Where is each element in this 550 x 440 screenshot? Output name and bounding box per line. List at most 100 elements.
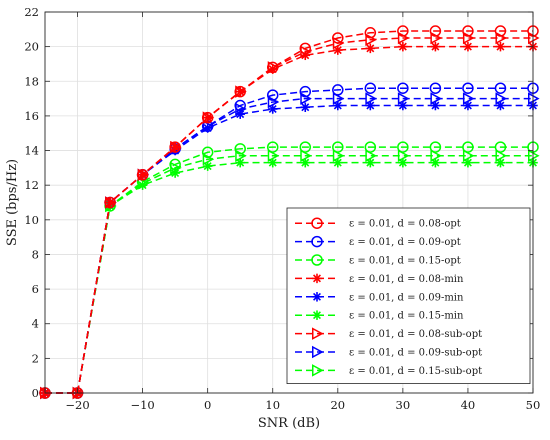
legend-marker: [312, 310, 322, 320]
data-point-marker: [332, 141, 344, 153]
data-point-marker: [300, 92, 312, 105]
data-point-marker: [235, 157, 245, 168]
data-point-marker: [332, 36, 345, 50]
legend-marker: [311, 217, 323, 229]
data-point-marker: [267, 157, 278, 168]
data-point-marker: [105, 196, 117, 209]
data-point-marker: [300, 157, 311, 168]
data-point-marker: [266, 141, 279, 153]
legend-entry: ε = 0.01, d = 0.15-min: [295, 310, 464, 322]
y-tick-label: 6: [32, 282, 39, 296]
legend-marker: [311, 235, 323, 248]
data-point-marker: [462, 149, 475, 162]
legend-entry: ε = 0.01, d = 0.08-sub-opt: [295, 327, 482, 340]
legend-marker: [312, 327, 324, 340]
data-point-marker: [462, 141, 474, 153]
data-point-marker: [333, 157, 343, 168]
data-point-marker: [137, 177, 150, 190]
data-point-marker: [170, 161, 182, 175]
data-point-marker: [332, 84, 344, 96]
data-point-marker: [202, 161, 213, 171]
data-point-marker: [365, 43, 376, 54]
legend-entry: ε = 0.01, d = 0.08-opt: [295, 217, 461, 230]
y-tick-label: 22: [24, 5, 39, 19]
data-point-marker: [495, 157, 506, 168]
data-point-marker: [429, 82, 442, 94]
x-tick-label: 30: [396, 398, 411, 412]
y-tick-label: 4: [32, 317, 39, 331]
data-point-marker: [333, 45, 343, 55]
data-point-marker: [235, 102, 247, 116]
data-point-marker: [463, 100, 473, 111]
x-tick-label: 50: [526, 398, 541, 412]
data-point-marker: [430, 100, 441, 111]
data-point-marker: [364, 141, 377, 153]
data-point-marker: [137, 168, 150, 182]
data-point-marker: [495, 41, 506, 52]
data-point-marker: [300, 149, 312, 162]
x-tick-label: 40: [461, 398, 476, 412]
legend-label: ε = 0.01, d = 0.09-min: [349, 292, 464, 303]
x-tick-label: −20: [65, 398, 89, 412]
legend-label: ε = 0.01, d = 0.08-min: [349, 274, 464, 285]
data-point-marker: [300, 102, 311, 112]
y-tick-label: 14: [24, 144, 39, 158]
legend-entry: ε = 0.01, d = 0.09-opt: [295, 235, 461, 248]
data-point-marker: [235, 85, 247, 98]
data-point-marker: [267, 95, 280, 109]
data-point-marker: [494, 141, 507, 153]
data-point-marker: [397, 141, 409, 153]
legend-label: ε = 0.01, d = 0.08-sub-opt: [349, 329, 482, 340]
data-point-marker: [495, 92, 508, 105]
data-point-marker: [397, 31, 410, 45]
axis-ticks: −20 −10 0 10 20 30 40 50 0 2 4 6 8 10 12 14 16 18 20 22: [24, 5, 540, 412]
legend-marker: [311, 254, 323, 266]
data-point-marker: [333, 100, 343, 111]
y-tick-label: 12: [24, 178, 39, 192]
data-point-marker: [462, 92, 475, 105]
plot-frame: [44, 11, 534, 394]
y-axis-title: SSE (bps/Hz): [5, 159, 20, 246]
data-point-marker: [430, 92, 442, 105]
data-point-marker: [494, 82, 507, 94]
y-tick-label: 18: [24, 74, 39, 88]
x-tick-label: 10: [265, 398, 280, 412]
data-point-marker: [398, 157, 408, 168]
legend-label: ε = 0.01, d = 0.09-opt: [349, 237, 461, 248]
data-point-marker: [365, 157, 376, 168]
data-point-marker: [429, 141, 442, 153]
x-tick-label: 0: [204, 398, 211, 412]
series-line: [45, 154, 533, 394]
data-point-marker: [398, 100, 408, 111]
data-point-marker: [495, 149, 508, 162]
data-point-marker: [398, 41, 408, 52]
legend-entry: ε = 0.01, d = 0.15-sub-opt: [295, 364, 482, 377]
legend: ε = 0.01, d = 0.08-opt ε = 0.01, d = 0.09…: [286, 207, 531, 385]
data-point-marker: [463, 157, 473, 168]
data-point-marker: [202, 111, 215, 124]
data-point-marker: [397, 82, 409, 94]
legend-entry: ε = 0.01, d = 0.09-min: [295, 292, 464, 303]
series-line: [45, 161, 533, 394]
legend-label: ε = 0.01, d = 0.15-opt: [349, 256, 461, 267]
data-point-marker: [202, 152, 215, 166]
y-tick-label: 10: [24, 213, 39, 227]
legend-marker: [312, 364, 324, 377]
data-point-marker: [235, 149, 247, 162]
series-line: [45, 37, 533, 394]
legend-marker: [312, 345, 324, 359]
x-tick-label: −10: [130, 398, 154, 412]
legend-entry: ε = 0.01, d = 0.08-min: [295, 273, 464, 285]
legend-marker: [312, 273, 322, 284]
y-tick-label: 16: [24, 109, 39, 123]
legend-label: ε = 0.01, d = 0.15-min: [349, 311, 464, 322]
data-point-marker: [332, 92, 345, 105]
data-point-marker: [430, 149, 442, 162]
legend-label: ε = 0.01, d = 0.09-sub-opt: [349, 348, 482, 359]
legend-label: ε = 0.01, d = 0.08-opt: [349, 219, 461, 230]
data-point-marker: [365, 33, 377, 46]
legend-entry: ε = 0.01, d = 0.15-opt: [295, 254, 461, 267]
data-point-marker: [365, 149, 377, 162]
data-point-marker: [430, 41, 441, 52]
